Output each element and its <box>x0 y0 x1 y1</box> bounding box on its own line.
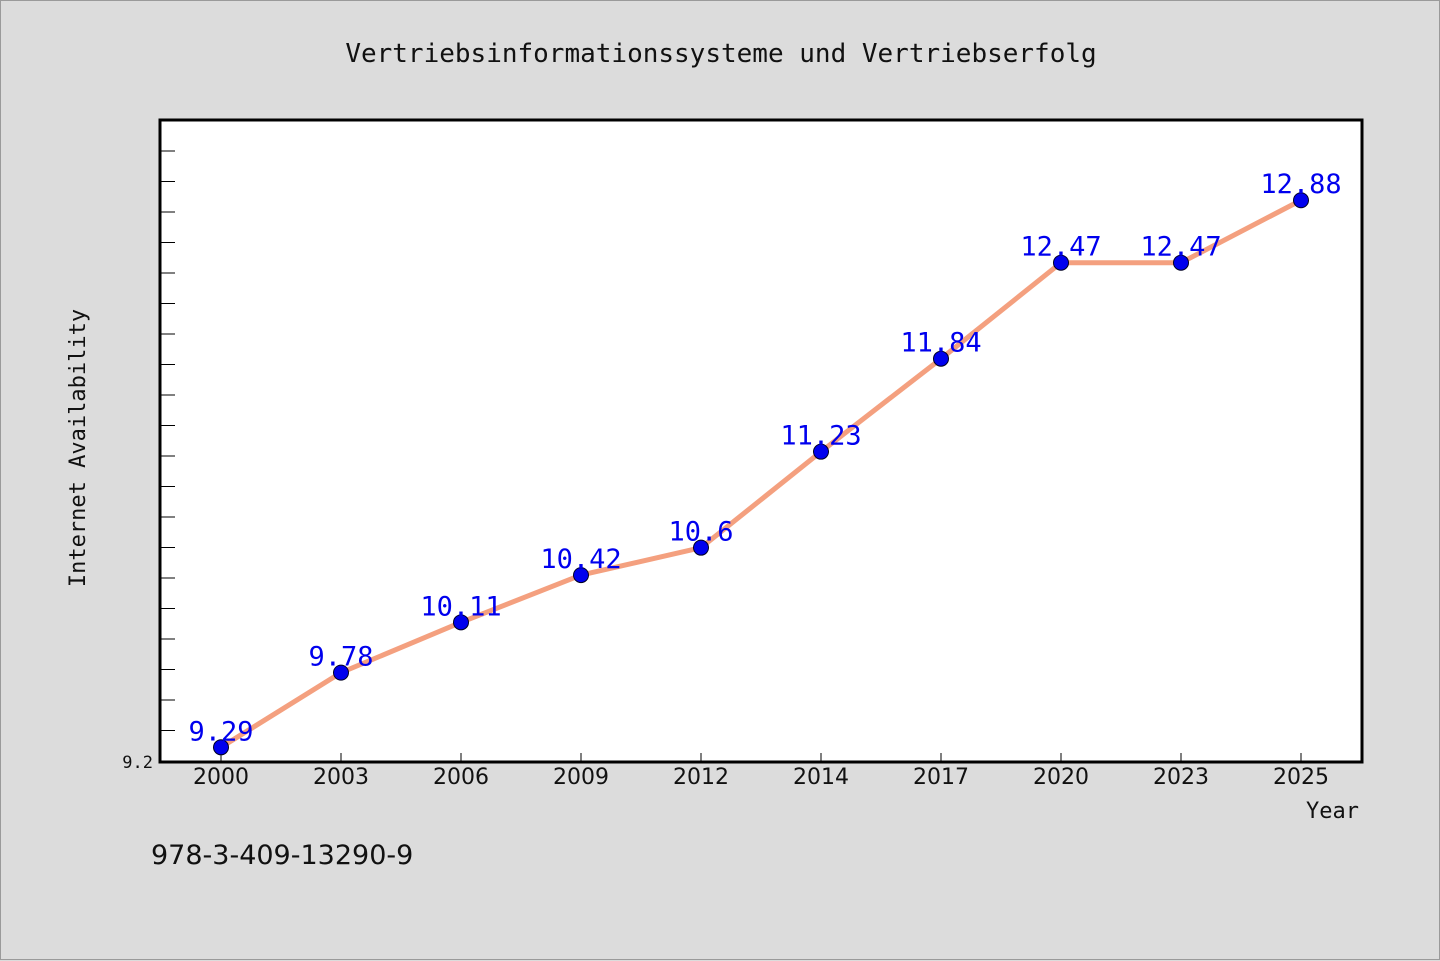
isbn-label: 978-3-409-13290-9 <box>151 840 413 871</box>
data-point <box>1293 192 1309 209</box>
x-tick-label: 2023 <box>1153 765 1209 790</box>
data-label: 10.42 <box>540 544 621 575</box>
data-point <box>1173 254 1189 271</box>
x-tick-label: 2006 <box>433 765 489 790</box>
y-axis-label: Internet Availability <box>66 309 91 587</box>
y-axis-ticks <box>161 150 175 731</box>
x-axis-label: Year <box>1306 799 1359 824</box>
plot-area <box>158 118 1364 764</box>
x-tick-label: 2000 <box>193 765 249 790</box>
data-point <box>333 664 349 681</box>
data-label: 12.47 <box>1140 232 1221 263</box>
chart-title: Vertriebsinformationssysteme und Vertrie… <box>345 39 1096 69</box>
x-tick-label: 2003 <box>313 765 369 790</box>
data-label: 12.47 <box>1020 232 1101 263</box>
data-point <box>573 567 589 584</box>
data-label: 9.78 <box>308 642 373 673</box>
x-tick-label: 2025 <box>1273 765 1329 790</box>
data-labels: 9.29 9.78 10.11 10.42 10.6 11.23 11.84 12.47 12.… <box>188 169 1341 747</box>
x-tick-label: 2012 <box>673 765 729 790</box>
x-tick-label: 2017 <box>913 765 969 790</box>
data-point <box>933 350 949 367</box>
x-tick-label: 2020 <box>1033 765 1089 790</box>
data-point <box>213 739 229 756</box>
data-point <box>813 443 829 460</box>
data-points <box>213 192 1309 756</box>
x-tick-label: 2009 <box>553 765 609 790</box>
x-tick-label: 2014 <box>793 765 849 790</box>
x-tick-labels: 2000 2003 2006 2009 2012 2014 2017 2020 2023 2025 <box>193 765 1329 790</box>
data-label: 11.84 <box>900 328 981 359</box>
data-point <box>453 614 469 631</box>
data-label: 10.11 <box>420 591 501 622</box>
data-label: 9.29 <box>188 716 253 747</box>
data-label: 11.23 <box>780 421 861 452</box>
data-point <box>693 539 709 556</box>
data-label: 10.6 <box>668 517 733 548</box>
data-point <box>1053 254 1069 271</box>
y-tick-label: 9.2 <box>122 753 153 773</box>
data-label: 12.88 <box>1260 169 1341 200</box>
series-line <box>218 197 1304 750</box>
